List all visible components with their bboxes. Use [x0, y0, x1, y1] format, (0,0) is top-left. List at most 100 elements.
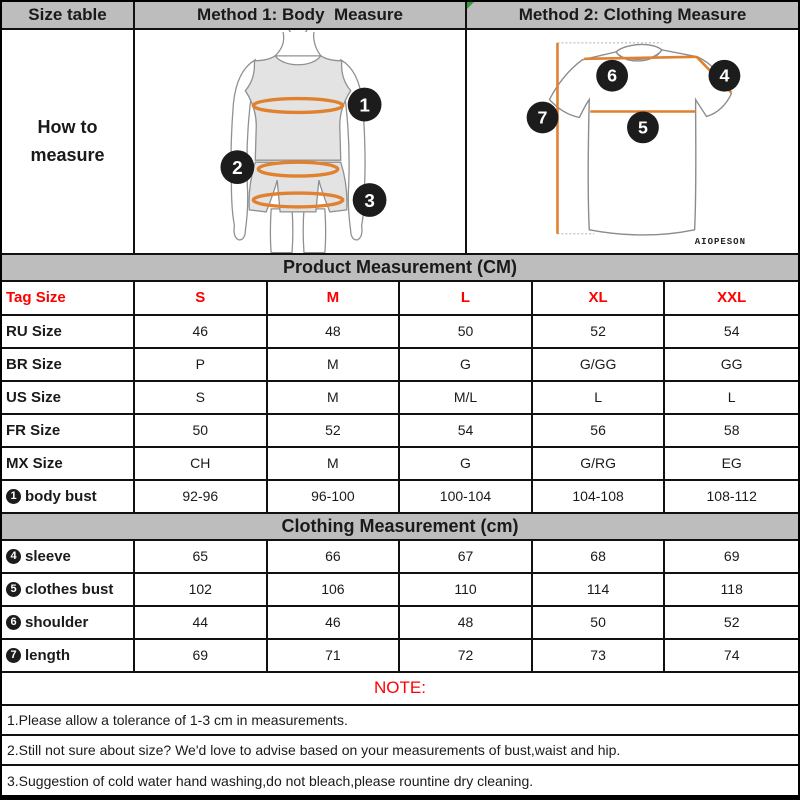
table-row: 5 clothes bust 102 106 110 114 118 [2, 573, 798, 607]
tag-size-row: Tag Size S M L XL XXL [2, 281, 798, 316]
row-label-text: length [25, 646, 70, 664]
row-label-text: sleeve [25, 547, 71, 565]
clothing-measure-cell: 6 4 7 5 AIOPESON [467, 30, 798, 253]
marker-7-circle [526, 101, 559, 134]
table-row: RU Size 46 48 50 52 54 [2, 315, 798, 349]
size-col-l: L [400, 281, 533, 314]
size-value-cell: 66 [268, 540, 401, 572]
size-value-cell: 48 [268, 315, 401, 347]
size-value-cell: M [268, 447, 401, 479]
collar-top-line [615, 43, 663, 53]
marker-6-circle [596, 59, 629, 92]
size-value-cell: 96-100 [268, 480, 401, 512]
hip-measure-line [251, 191, 345, 209]
marker-4-circle [708, 59, 741, 92]
row-label: 6 shoulder [2, 606, 135, 638]
note-title: NOTE: [374, 678, 426, 698]
size-value-cell: M [268, 348, 401, 380]
marker-1-circle [347, 87, 382, 122]
note-text: 2.Still not sure about size? We'd love t… [7, 741, 621, 758]
note-text: 3.Suggestion of cold water hand washing,… [7, 772, 534, 789]
row-label: 7 length [2, 639, 135, 671]
table-row: BR Size P M G G/GG GG [2, 348, 798, 382]
size-col-s: S [135, 281, 268, 314]
row-label-text: body bust [25, 487, 97, 505]
size-value-cell: 69 [135, 639, 268, 671]
size-value-cell: 52 [723, 614, 740, 631]
clothing-measurement-bar: Clothing Measurement (cm) [2, 513, 798, 541]
size-value-cell: 46 [135, 315, 268, 347]
size-value-cell: 56 [533, 414, 666, 446]
size-value-cell: CH [135, 447, 268, 479]
clothing-measure-illustration: 6 4 7 5 [526, 42, 741, 236]
method1-header: Method 1: Body Measure [135, 2, 467, 28]
table-row: MX Size CH M G G/RG EG [2, 447, 798, 481]
size-value-cell: 46 [268, 606, 401, 638]
size-value-cell: 69 [723, 548, 740, 565]
size-value-cell: 73 [533, 639, 666, 671]
note-item-2: 2.Still not sure about size? We'd love t… [2, 736, 798, 766]
size-value-cell: 54 [723, 323, 740, 340]
size-value-cell: 50 [135, 414, 268, 446]
how-to-measure-cell: How to measure [2, 30, 135, 253]
size-value-cell: 68 [533, 540, 666, 572]
marker-3-number: 3 [364, 191, 375, 212]
size-value-cell: 67 [400, 540, 533, 572]
row-label-text: US Size [6, 388, 62, 406]
note-item-3: 3.Suggestion of cold water hand washing,… [2, 766, 798, 795]
marker-3-circle [352, 183, 387, 217]
size-value-cell: S [135, 381, 268, 413]
table-row: 1 body bust 92-96 96-100 100-104 104-108 108-… [2, 480, 798, 514]
method2-header: Method 2: Clothing Measure [467, 2, 798, 28]
row-label: MX Size [2, 447, 135, 479]
size-col-m: M [268, 281, 401, 314]
size-value-cell: 106 [268, 573, 401, 605]
brand-label: AIOPESON [694, 236, 746, 247]
row-label-text: clothes bust [25, 580, 114, 598]
row-marker-badge: 6 [6, 614, 21, 630]
row-label: BR Size [2, 348, 135, 380]
size-col-xxl: XXL [717, 289, 747, 307]
product-measurement-bar: Product Measurement (CM) [2, 254, 798, 282]
table-row: US Size S M M/L L L [2, 381, 798, 415]
method1-title: Method 1: Body Measure [197, 5, 403, 24]
size-value-cell: 50 [533, 606, 666, 638]
size-value-cell: 52 [268, 414, 401, 446]
marker-1-number: 1 [359, 96, 370, 117]
bust-measure-line [251, 96, 345, 115]
collar-inner-line [618, 52, 660, 60]
size-value-cell: 52 [533, 315, 666, 347]
marker-4-number: 4 [719, 66, 729, 86]
size-value-cell: 71 [268, 639, 401, 671]
row-label-text: MX Size [6, 454, 63, 472]
size-value-cell: G [400, 348, 533, 380]
size-value-cell: 74 [723, 647, 740, 664]
row-label: 1 body bust [2, 480, 135, 512]
how-to-line2: measure [30, 145, 105, 166]
top-header-row: Size table Method 1: Body Measure Method… [2, 2, 798, 30]
row-label-text: shoulder [25, 613, 89, 631]
row-label: 5 clothes bust [2, 573, 135, 605]
size-value-cell: 110 [400, 573, 533, 605]
row-label: RU Size [2, 315, 135, 347]
table-row: FR Size 50 52 54 56 58 [2, 414, 798, 448]
size-value-cell: L [533, 381, 666, 413]
table-row: 4 sleeve 65 66 67 68 69 [2, 540, 798, 574]
row-label-text: RU Size [6, 322, 62, 340]
clothing-measurement-title: Clothing Measurement (cm) [281, 515, 519, 536]
shoulder-measure-line [584, 55, 697, 61]
size-value-cell: 48 [400, 606, 533, 638]
size-value-cell: G/GG [533, 348, 666, 380]
marker-5-number: 5 [638, 117, 648, 137]
size-value-cell: G [400, 447, 533, 479]
size-table-label: Size table [28, 5, 107, 24]
size-value-cell: GG [720, 356, 743, 373]
row-label: US Size [2, 381, 135, 413]
row-label: FR Size [2, 414, 135, 446]
size-value-cell: L [727, 389, 736, 406]
size-value-cell: EG [721, 455, 742, 472]
illustration-row: How to measure [2, 30, 798, 255]
size-value-cell: 72 [400, 639, 533, 671]
note-item-1: 1.Please allow a tolerance of 1-3 cm in … [2, 706, 798, 736]
how-to-line1: How to [37, 116, 98, 137]
